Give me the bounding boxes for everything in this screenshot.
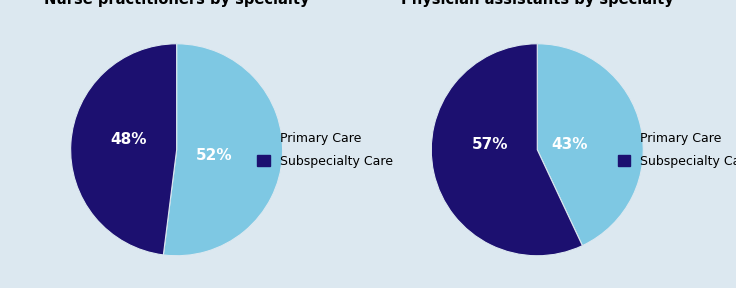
Text: 48%: 48% — [110, 132, 147, 147]
Title: Nurse practitioners by specialty: Nurse practitioners by specialty — [44, 0, 309, 7]
Wedge shape — [431, 44, 582, 256]
Wedge shape — [537, 44, 643, 246]
Legend: Primary Care, Subspecialty Care: Primary Care, Subspecialty Care — [257, 132, 392, 168]
Text: 57%: 57% — [471, 137, 508, 152]
Wedge shape — [71, 44, 177, 255]
Wedge shape — [163, 44, 283, 256]
Text: 52%: 52% — [196, 147, 232, 162]
Text: 43%: 43% — [551, 137, 587, 152]
Legend: Primary Care, Subspecialty Care: Primary Care, Subspecialty Care — [618, 132, 736, 168]
Title: Physician assistants by specialty: Physician assistants by specialty — [401, 0, 673, 7]
